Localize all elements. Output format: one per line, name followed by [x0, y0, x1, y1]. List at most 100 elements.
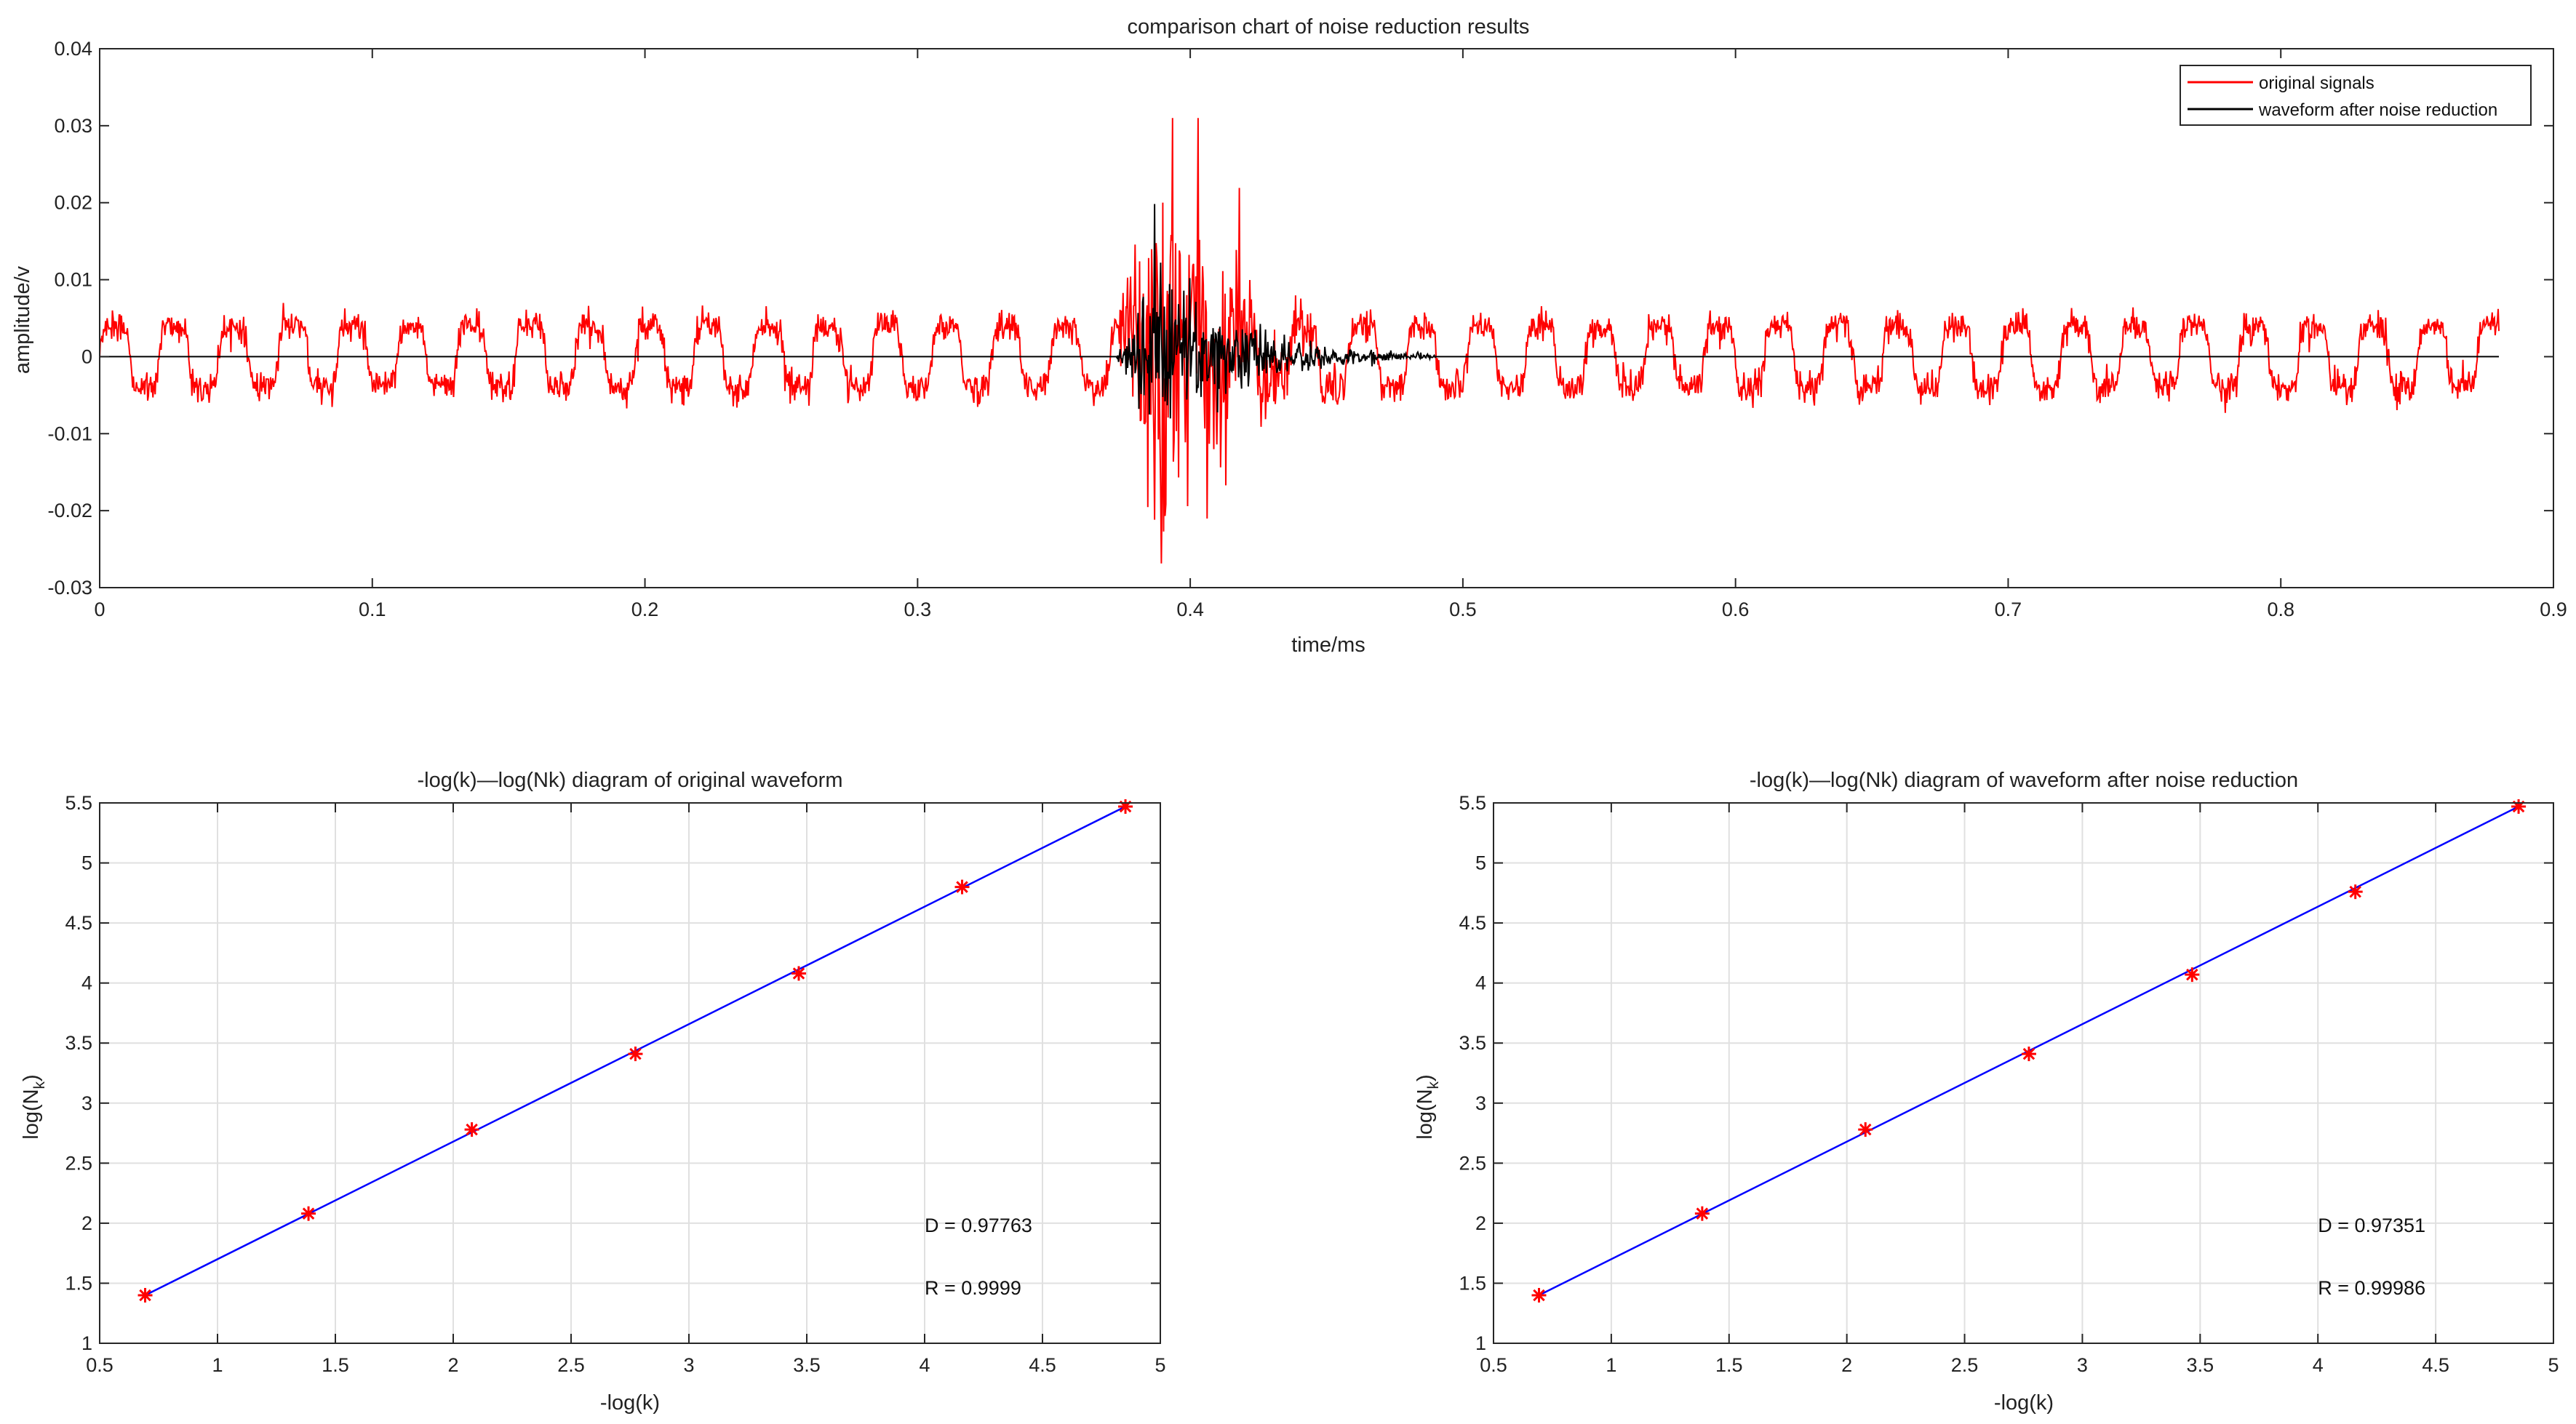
fd-x-tick-label: 2: [1841, 1354, 1852, 1376]
data-point: [2348, 884, 2363, 900]
fo-y-tick-label: 1.5: [65, 1272, 92, 1294]
y-label-tail: ): [20, 1074, 43, 1081]
legend-label-original: original signals: [2259, 73, 2374, 93]
data-point: [137, 1287, 153, 1303]
fd-y-tick-label: 1: [1475, 1332, 1486, 1354]
waveform-x-tick-label: 0.5: [1449, 599, 1477, 620]
fractal-denoised-annotations: D = 0.97351 R = 0.99986: [2318, 1215, 2425, 1299]
original-signals-series: [99, 118, 2500, 564]
fd-y-tick-label: 2.5: [1459, 1152, 1486, 1174]
y-label-main: log(N: [20, 1089, 43, 1139]
annotation-dimension: D = 0.97763: [925, 1215, 1032, 1236]
fd-y-tick-label: 5: [1475, 852, 1486, 874]
data-point: [1858, 1122, 1873, 1137]
data-point: [1531, 1287, 1547, 1303]
plot-frame: [1493, 802, 2554, 1344]
y-label-subscript: k: [1425, 1081, 1442, 1089]
waveform-y-tick-label: 0.04: [54, 38, 92, 60]
waveform-y-tick-label: -0.03: [47, 577, 92, 599]
fd-x-tick-label: 0.5: [1480, 1354, 1507, 1376]
fractal-denoised-axes: 0.5 1 1.5 2 2.5 3 3.5 4 4.5 511.522.533.544.555.5: [1459, 792, 2559, 1376]
fo-y-tick-label: 4: [81, 972, 92, 994]
fo-x-tick-label: 1.5: [322, 1354, 349, 1376]
fo-x-tick-label: 3.5: [793, 1354, 821, 1376]
data-point: [2511, 799, 2527, 814]
y-label-main: log(N: [1413, 1089, 1437, 1139]
waveform-axes: 0 0.1 0.2 0.3 0.4 0.5 0.6 0.7 0.8 0.9 -0.03 -0.02 -0…: [47, 38, 2567, 620]
waveform-x-tick-label: 0.1: [359, 599, 386, 620]
fd-x-tick-label: 3: [2077, 1354, 2088, 1376]
fo-x-tick-label: 4: [919, 1354, 930, 1376]
legend-box: [2180, 65, 2532, 126]
fo-y-tick-label: 5: [81, 852, 92, 874]
fractal-original-annotations: D = 0.97763 R = 0.9999: [925, 1215, 1032, 1299]
annotation-dimension: D = 0.97351: [2318, 1215, 2425, 1236]
fo-x-tick-label: 2.5: [557, 1354, 585, 1376]
fo-y-tick-label: 1: [81, 1332, 92, 1354]
fd-y-tick-label: 4.5: [1459, 912, 1486, 934]
legend-label-denoised: waveform after noise reduction: [2258, 100, 2497, 120]
y-label-tail: ): [1413, 1074, 1437, 1081]
waveform-title: comparison chart of noise reduction resu…: [1128, 15, 1530, 39]
data-point: [791, 966, 806, 981]
denoised-series: [100, 204, 2499, 419]
fo-y-tick-label: 2.5: [65, 1152, 92, 1174]
fo-x-tick-label: 4.5: [1029, 1354, 1056, 1376]
data-point: [301, 1206, 316, 1221]
waveform-x-tick-label: 0: [94, 599, 105, 620]
fractal-original-title: -log(k)—log(Nk) diagram of original wave…: [417, 769, 842, 792]
fo-y-tick-label: 5.5: [65, 792, 92, 814]
data-point: [628, 1047, 643, 1062]
waveform-y-tick-label: -0.01: [47, 423, 92, 444]
fd-x-tick-label: 1: [1606, 1354, 1616, 1376]
waveform-y-axis-label: amplitude/v: [11, 265, 34, 374]
waveform-y-tick-label: 0: [81, 345, 92, 367]
fd-y-tick-label: 2: [1475, 1212, 1486, 1234]
fractal-denoised-points: [1531, 799, 2527, 1303]
fo-y-tick-label: 4.5: [65, 912, 92, 934]
fo-x-tick-label: 2: [447, 1354, 458, 1376]
fo-y-tick-label: 2: [81, 1212, 92, 1234]
fo-y-tick-label: 3: [81, 1092, 92, 1114]
waveform-y-tick-label: 0.01: [54, 269, 92, 291]
fractal-denoised-panel: -log(k)—log(Nk) diagram of waveform afte…: [1413, 769, 2559, 1415]
waveform-y-tick-label: 0.02: [54, 192, 92, 214]
waveform-x-tick-label: 0.4: [1176, 599, 1204, 620]
waveform-panel: comparison chart of noise reduction resu…: [11, 15, 2567, 657]
waveform-x-tick-label: 0.7: [1995, 599, 2022, 620]
fractal-denoised-title: -log(k)—log(Nk) diagram of waveform afte…: [1750, 769, 2298, 792]
waveform-x-tick-label: 0.9: [2540, 599, 2567, 620]
denoised-line: [100, 204, 2499, 419]
data-point: [2185, 967, 2200, 983]
fractal-denoised-x-axis-label: -log(k): [1994, 1391, 2054, 1415]
fo-x-tick-label: 3: [683, 1354, 694, 1376]
fd-y-tick-label: 3: [1475, 1092, 1486, 1114]
fractal-original-panel: -log(k)—log(Nk) diagram of original wave…: [20, 769, 1166, 1415]
fractal-original-x-axis-label: -log(k): [600, 1391, 660, 1415]
fractal-denoised-y-axis-label: log(Nk): [1413, 1074, 1442, 1139]
fd-y-tick-label: 5.5: [1459, 792, 1486, 814]
data-point: [954, 879, 970, 895]
fractal-original-points: [137, 799, 1133, 1303]
fractal-original-y-axis-label: log(Nk): [20, 1074, 48, 1139]
fractal-original-grid: [99, 802, 1161, 1344]
original-signals-line: [99, 118, 2500, 564]
fo-y-tick-label: 3.5: [65, 1032, 92, 1054]
data-point: [1694, 1206, 1710, 1221]
y-label-subscript: k: [31, 1081, 48, 1089]
fd-x-tick-label: 4.5: [2422, 1354, 2449, 1376]
data-point: [1118, 799, 1133, 814]
plot-frame: [99, 48, 2554, 588]
waveform-legend: original signals waveform after noise re…: [2180, 65, 2532, 126]
fd-y-tick-label: 4: [1475, 972, 1486, 994]
fractal-original-axes: 0.5 1 1.5 2 2.5 3 3.5 4 4.5 511.522.533.544.555.5: [65, 792, 1165, 1376]
waveform-x-tick-label: 0.6: [1722, 599, 1750, 620]
fd-x-tick-label: 1.5: [1715, 1354, 1743, 1376]
fd-x-tick-label: 4: [2313, 1354, 2324, 1376]
data-point: [464, 1122, 479, 1137]
fd-x-tick-label: 3.5: [2187, 1354, 2214, 1376]
annotation-correlation: R = 0.9999: [925, 1277, 1021, 1299]
waveform-y-tick-label: 0.03: [54, 115, 92, 137]
